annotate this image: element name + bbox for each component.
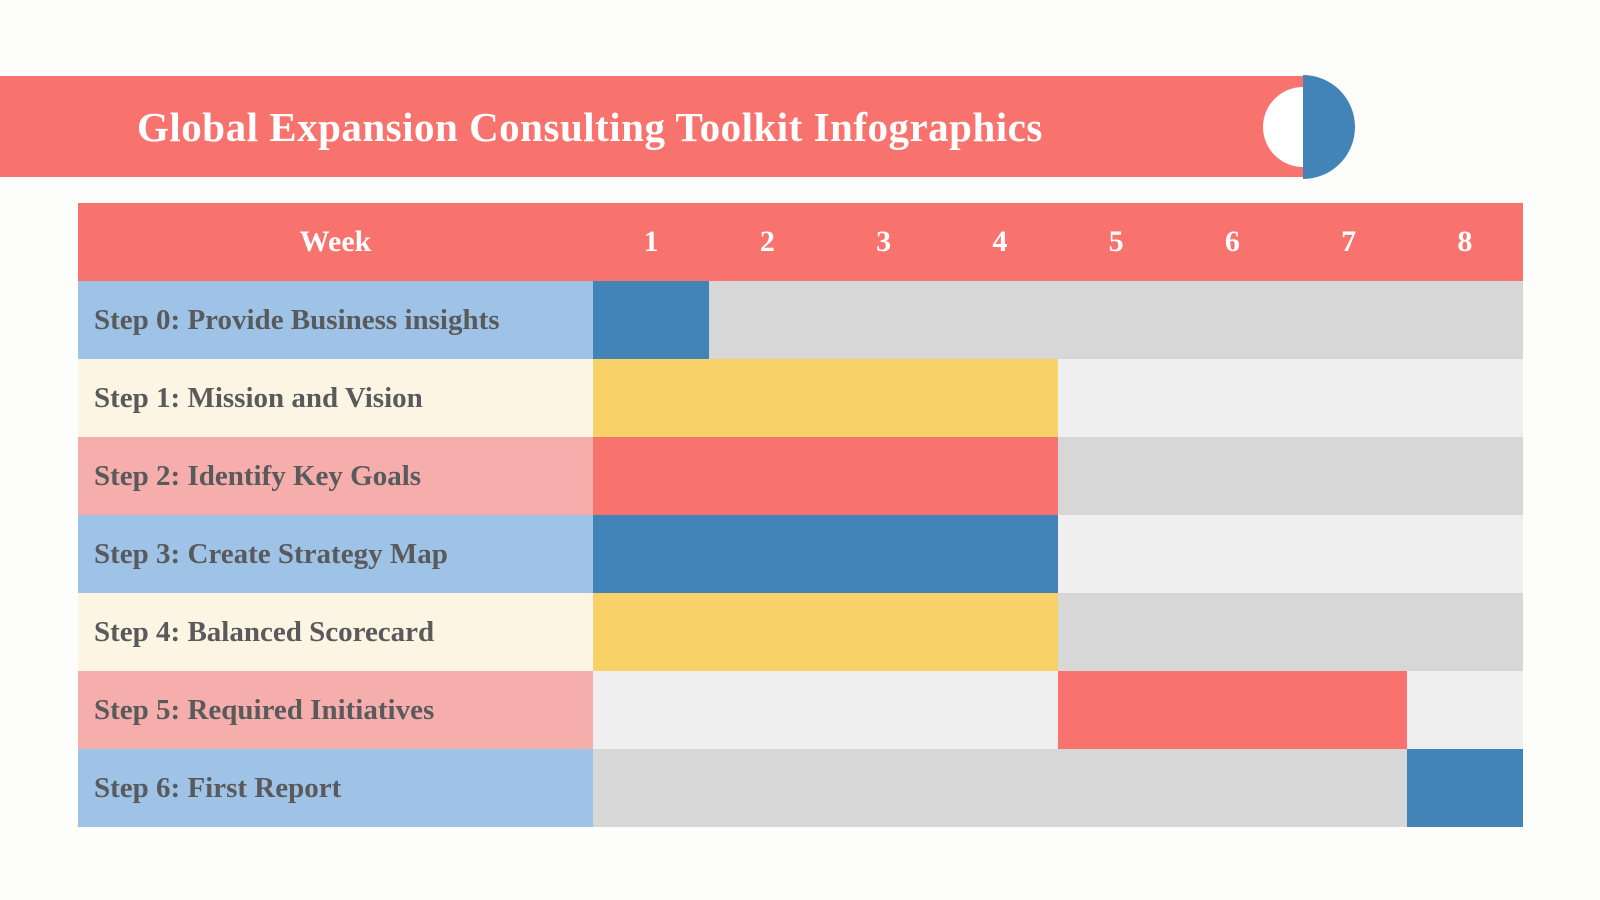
- gantt-row-step-1: Step 1: Mission and Vision: [78, 359, 1523, 437]
- task-track: [593, 281, 1523, 359]
- task-bar: [593, 359, 1058, 437]
- task-label: Step 5: Required Initiatives: [78, 671, 593, 749]
- week-numbers: 1 2 3 4 5 6 7 8: [593, 203, 1523, 281]
- week-number-1: 1: [643, 225, 659, 258]
- week-number-3: 3: [876, 225, 892, 258]
- gantt-rows: Step 0: Provide Business insights Step 1…: [78, 281, 1523, 827]
- week-number-4: 4: [992, 225, 1008, 258]
- task-label: Step 1: Mission and Vision: [78, 359, 593, 437]
- task-track: [593, 749, 1523, 827]
- task-bar: [1058, 671, 1407, 749]
- task-label: Step 3: Create Strategy Map: [78, 515, 593, 593]
- task-bar: [593, 437, 1058, 515]
- gantt-row-step-5: Step 5: Required Initiatives: [78, 671, 1523, 749]
- week-number-5: 5: [1108, 225, 1124, 258]
- page-title: Global Expansion Consulting Toolkit Info…: [137, 103, 1043, 150]
- task-track: [593, 359, 1523, 437]
- task-bar: [593, 515, 1058, 593]
- week-number-6: 6: [1224, 225, 1240, 258]
- week-number-2: 2: [759, 225, 775, 258]
- gantt-row-step-6: Step 6: First Report: [78, 749, 1523, 827]
- task-bar: [593, 281, 710, 359]
- title-banner: Global Expansion Consulting Toolkit Info…: [0, 76, 1303, 177]
- gantt-header-row: Week 1 2 3 4 5 6 7 8: [78, 203, 1523, 281]
- task-track: [593, 671, 1523, 749]
- gantt-row-step-3: Step 3: Create Strategy Map: [78, 515, 1523, 593]
- gantt-row-step-4: Step 4: Balanced Scorecard: [78, 593, 1523, 671]
- week-column-header: Week: [299, 225, 372, 258]
- task-bar: [1406, 749, 1523, 827]
- task-track: [593, 515, 1523, 593]
- task-label: Step 4: Balanced Scorecard: [78, 593, 593, 671]
- task-track: [593, 437, 1523, 515]
- gantt-row-step-0: Step 0: Provide Business insights: [78, 281, 1523, 359]
- gantt-table: Week 1 2 3 4 5 6 7 8 Step 0: Provide Business i…: [78, 203, 1523, 827]
- task-label: Step 6: First Report: [78, 749, 593, 827]
- task-bar: [593, 593, 1058, 671]
- week-number-7: 7: [1341, 225, 1357, 258]
- blue-half-circle-icon: [1303, 75, 1355, 179]
- task-label: Step 0: Provide Business insights: [78, 281, 593, 359]
- task-track: [593, 593, 1523, 671]
- week-number-8: 8: [1457, 225, 1473, 258]
- gantt-row-step-2: Step 2: Identify Key Goals: [78, 437, 1523, 515]
- task-label: Step 2: Identify Key Goals: [78, 437, 593, 515]
